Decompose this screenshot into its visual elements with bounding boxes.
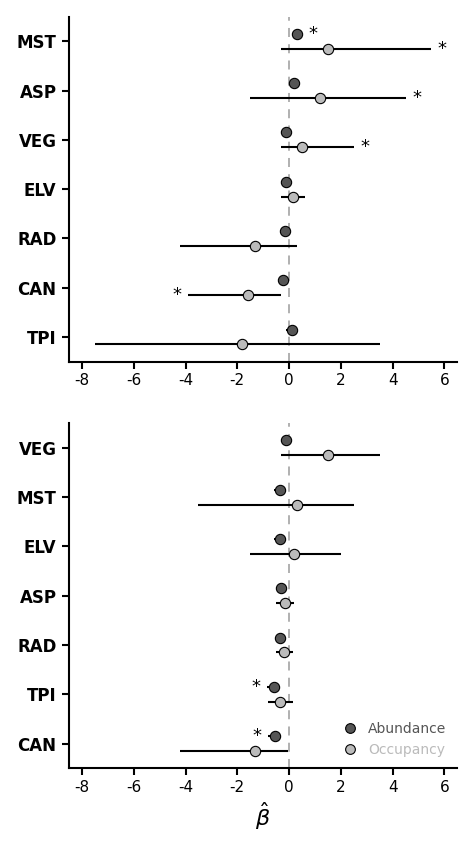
Point	[279, 273, 286, 287]
Point	[252, 745, 259, 758]
Text: *: *	[309, 25, 318, 43]
Text: *: *	[253, 727, 262, 745]
Point	[271, 729, 279, 743]
Point	[276, 631, 284, 644]
Point	[291, 547, 298, 560]
Point	[280, 645, 288, 659]
Text: *: *	[360, 138, 369, 156]
Point	[283, 175, 290, 188]
Point	[283, 434, 290, 447]
Point	[324, 448, 332, 462]
Text: *: *	[412, 89, 421, 107]
Point	[277, 582, 285, 595]
Point	[288, 323, 295, 336]
Point	[293, 498, 301, 511]
Point	[324, 42, 332, 55]
Point	[283, 126, 290, 139]
Text: *: *	[173, 286, 182, 304]
Point	[291, 76, 298, 90]
Point	[282, 224, 289, 238]
Text: *: *	[252, 678, 261, 696]
Legend: Abundance, Occupancy: Abundance, Occupancy	[332, 718, 450, 762]
Point	[239, 338, 246, 351]
Point	[276, 694, 284, 708]
Point	[252, 239, 259, 253]
X-axis label: $\hat{\beta}$: $\hat{\beta}$	[255, 801, 271, 832]
Point	[276, 483, 284, 497]
Point	[316, 91, 324, 104]
Text: *: *	[438, 40, 447, 58]
Point	[244, 289, 251, 302]
Point	[289, 190, 297, 204]
Point	[270, 680, 277, 694]
Point	[298, 140, 306, 154]
Point	[293, 27, 301, 41]
Point	[276, 532, 284, 546]
Point	[282, 596, 289, 610]
